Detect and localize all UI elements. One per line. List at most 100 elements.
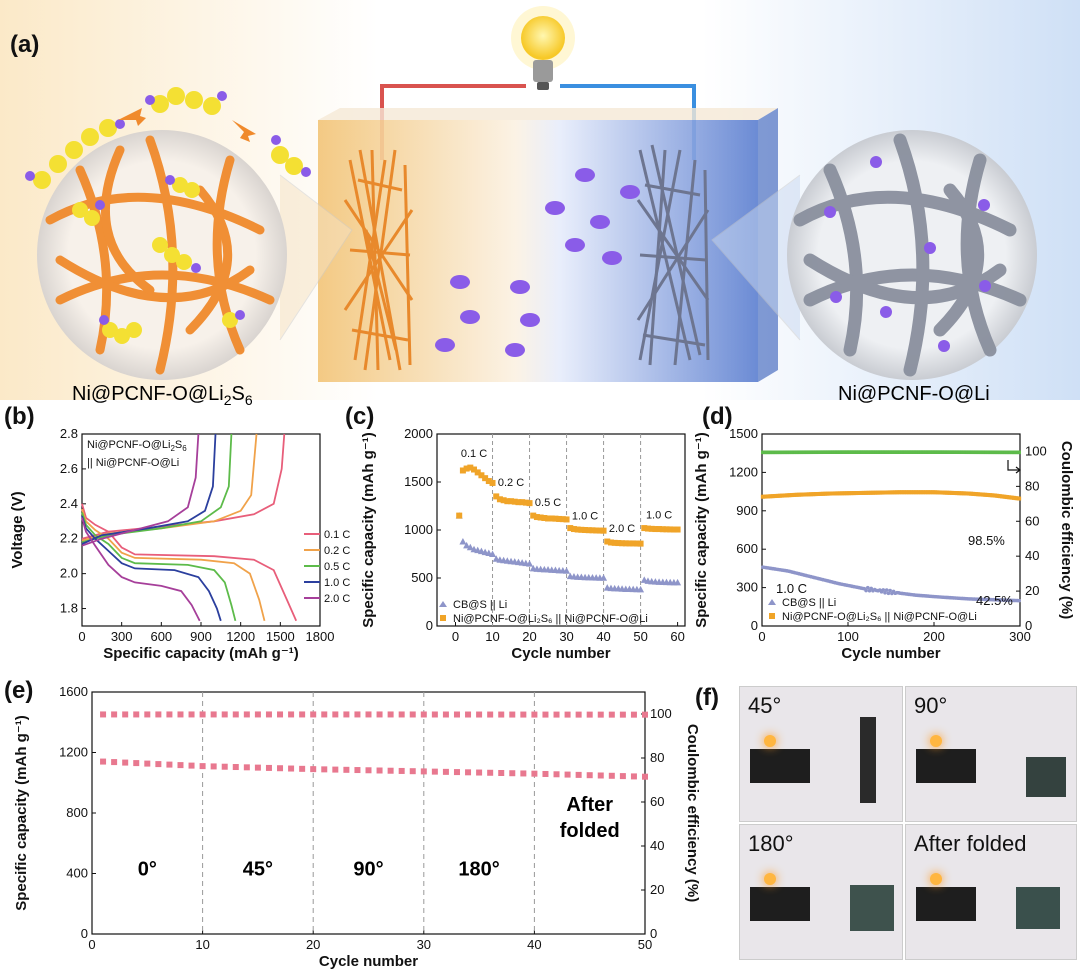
y2-tick-label: 0 [1025,618,1032,633]
data-point-capacity [509,770,516,777]
data-point-capacity [376,767,383,774]
data-point-ce [144,711,151,718]
data-point-ni [515,499,522,506]
x-tick-label: 30 [559,629,573,644]
data-point-capacity [277,765,284,772]
data-point-ce [210,711,217,718]
y-tick-label: 1600 [59,684,88,699]
data-point-cb [600,574,608,581]
data-point-ce [321,711,328,718]
panel-d-rate-label: 1.0 C [776,581,807,596]
data-point-capacity [354,767,361,774]
data-point-ni [493,493,500,500]
data-point-ce [642,711,648,718]
chart-c: (c) 0 10 20 30 40 50 60 0 500 1000 1500 2000 Cycle n… [345,403,686,662]
data-point-ni [574,526,581,533]
data-point-ni [474,469,481,476]
data-point-ni [582,527,589,533]
data-point-ni [637,540,644,547]
data-point-capacity [243,764,250,771]
data-point-capacity [420,768,427,775]
data-point-ni [456,512,463,519]
data-point-ce [387,711,394,718]
data-point-ni [522,499,529,506]
data-point-ce [509,711,516,718]
y2-tick-label: 20 [1025,583,1039,598]
x-tick-label: 50 [638,937,652,952]
data-point-ce [409,711,416,718]
y2-tick-label: 80 [650,750,664,765]
data-point-ni [541,515,548,521]
data-point-ni [459,467,466,474]
legend-swatch [769,613,775,619]
data-point-ce [465,711,472,718]
rate-label: 1.0 C [646,509,672,521]
data-point-cb [883,590,887,595]
data-point-ni [630,540,637,547]
rate-label: 1.0 C [572,510,598,522]
cathode-zoom-cone [279,174,353,341]
curve-discharge-0.1C [81,503,298,622]
data-point-ni [615,540,622,547]
x-tick-label: 900 [190,629,212,644]
panel-d-retention-new: 98.5% [968,533,1005,548]
data-point-capacity [343,766,350,773]
curve-charge-0.5C [81,433,233,544]
x-tick-label: 60 [670,629,684,644]
data-point-cb [489,550,497,557]
panel-d-label: (d) [702,403,733,430]
data-point-capacity [100,758,107,765]
data-point-capacity [498,769,505,776]
data-point-ni [496,496,503,503]
data-point-ni [559,516,566,523]
panel-f: (f) 45° 90° 180° After folded [695,680,1080,970]
data-point-ce [254,711,261,718]
data-point-cb [886,591,891,596]
data-point-ni [567,525,574,532]
curve-discharge-2.0C [81,517,201,622]
data-point-capacity [310,766,317,773]
data-point-ce [243,711,250,718]
data-point-ni [619,540,626,547]
curve-charge-1.0C [81,433,217,545]
data-point-capacity [487,769,494,776]
data-point-ce [1017,450,1021,455]
x-axis-label: Specific capacity (mAh g⁻¹) [103,645,298,662]
x-tick-label: 20 [522,629,536,644]
data-point-cb [526,560,534,567]
data-point-capacity [321,766,328,773]
data-point-capacity [199,763,206,770]
y2-tick-label: 80 [1025,478,1039,493]
data-point-ce [531,711,538,718]
x-tick-label: 20 [306,937,320,952]
data-point-cb [1017,598,1021,603]
data-point-capacity [166,761,173,768]
y-tick-label: 0 [81,926,88,941]
folded-cell [1016,887,1060,929]
x-tick-label: 0 [78,629,85,644]
legend-entry: 0.2 C [324,545,350,557]
data-point-ce [398,711,405,718]
data-point-ni [596,527,603,534]
arrow-icon [118,108,256,142]
x-axis-label: Cycle number [841,645,940,662]
y2-axis-label: Coulombic efficiency (%) [1058,441,1075,619]
data-point-ni [641,525,648,532]
y-tick-label: 1200 [729,464,758,479]
legend-entry: 2.0 C [324,593,350,605]
panel-b-legend-title: Ni@PCNF-O@Li2S6 [87,439,187,453]
legend-swatch [440,615,446,621]
data-point-ni [611,539,618,546]
curve-charge-0.1C [81,433,286,540]
x-tick-label: 0 [452,629,459,644]
x-axis-label: Cycle number [511,645,610,662]
data-point-capacity [442,768,449,775]
legend-swatch [768,599,776,605]
data-point-ce [299,711,306,718]
data-point-ce [310,711,317,718]
panel-c: (c) 0 10 20 30 40 50 60 0 500 1000 1500 2000 Cycle n… [345,400,695,670]
data-point-ce [232,711,239,718]
data-point-ni [508,498,515,505]
data-point-capacity [265,764,272,771]
y-tick-label: 800 [66,805,88,820]
